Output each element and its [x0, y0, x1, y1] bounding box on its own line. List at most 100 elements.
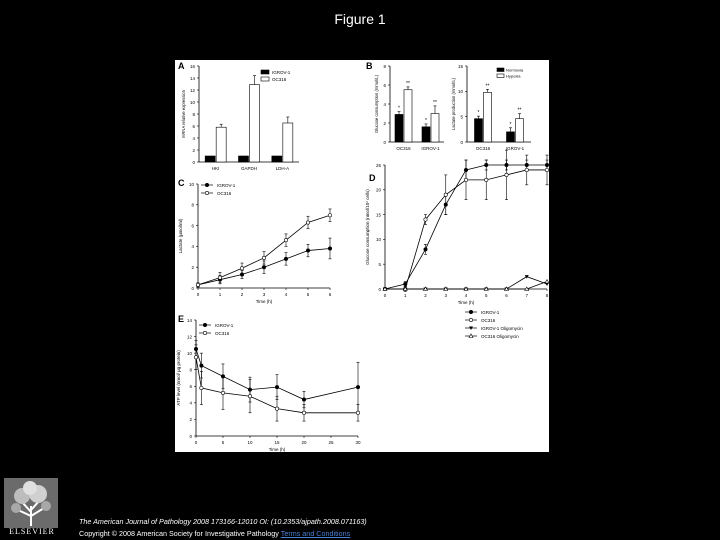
- bar: [394, 114, 404, 143]
- terms-link[interactable]: Terms and Conditions: [280, 529, 351, 538]
- category-label: IGROV-1: [506, 146, 525, 151]
- data-point: [328, 246, 333, 251]
- panel-label-a: A: [178, 61, 185, 71]
- category-label: HKI: [212, 166, 220, 171]
- y-axis-label: Lactate (µmol/ml): [178, 218, 183, 253]
- bar: [249, 84, 260, 163]
- data-point: [306, 220, 311, 225]
- y-axis-label: ATP level (nmol/ µg protein): [176, 350, 181, 406]
- y-tick-label: 2: [191, 265, 194, 270]
- panel-label-d: D: [369, 173, 376, 183]
- data-point: [423, 247, 428, 252]
- y-tick-label: 8: [192, 112, 195, 117]
- data-point: [402, 286, 408, 291]
- x-tick-label: 0: [197, 292, 200, 297]
- data-point: [382, 286, 388, 291]
- x-tick-label: 2: [241, 292, 244, 297]
- y-axis-label: mRNA relative expression: [181, 89, 186, 138]
- data-point: [240, 266, 245, 271]
- x-tick-label: 15: [274, 440, 280, 445]
- data-point: [262, 255, 267, 260]
- data-point: [463, 177, 468, 182]
- x-tick-label: 4: [465, 293, 468, 298]
- data-point: [524, 275, 529, 279]
- y-tick-label: 6: [189, 384, 192, 389]
- legend-label: OC316: [481, 318, 496, 323]
- legend-label: Normoxia: [506, 68, 524, 73]
- y-tick-label: 14: [190, 76, 196, 81]
- x-tick-label: 4: [285, 292, 288, 297]
- legend-marker: [202, 322, 207, 327]
- data-point: [275, 385, 280, 390]
- significance-mark: **: [433, 100, 437, 106]
- category-label: LDH-A: [276, 166, 290, 171]
- y-tick-label: 10: [190, 100, 196, 105]
- data-point: [199, 385, 204, 390]
- y-tick-label: 8: [383, 64, 386, 69]
- data-point: [248, 394, 253, 399]
- data-point: [544, 278, 549, 284]
- significance-mark: *: [478, 110, 480, 116]
- y-tick-label: 20: [376, 188, 382, 193]
- data-point: [483, 286, 489, 291]
- y-tick-label: 0: [378, 287, 381, 292]
- category-label: GAPDH: [241, 166, 257, 171]
- bar: [483, 92, 492, 143]
- y-axis-label: Glucose consumption (mmol/L): [374, 74, 379, 133]
- y-tick-label: 2: [192, 148, 195, 153]
- data-point: [356, 385, 361, 390]
- y-tick-label: 8: [191, 203, 194, 208]
- legend-label: OC316: [215, 331, 230, 336]
- x-tick-label: 1: [219, 292, 222, 297]
- bar: [403, 89, 413, 143]
- y-tick-label: 6: [192, 124, 195, 129]
- figure-panel: A 0 2 4 6 8 10 12 14 16 HKI GAPDH LDH-A mRNA relative…: [175, 60, 549, 452]
- legend-marker: [468, 317, 473, 322]
- data-point: [284, 238, 289, 243]
- y-tick-label: 5: [460, 114, 463, 119]
- legend-swatch: [260, 69, 270, 75]
- legend-label: IGROV-1 Oligomycin: [481, 326, 523, 331]
- data-point: [544, 167, 549, 172]
- legend-marker: [468, 310, 473, 315]
- y-tick-label: 6: [191, 223, 194, 228]
- x-tick-label: 0: [195, 440, 198, 445]
- data-point: [217, 275, 222, 280]
- y-tick-label: 0: [383, 140, 386, 145]
- data-point: [423, 217, 428, 222]
- bar: [506, 131, 515, 143]
- legend-label: IGROV-1: [272, 70, 291, 75]
- data-point: [328, 213, 333, 218]
- x-tick-label: 30: [355, 440, 361, 445]
- y-tick-label: 0: [189, 434, 192, 439]
- x-tick-label: 5: [485, 293, 488, 298]
- category-label: OC316: [476, 146, 491, 151]
- bar: [474, 118, 483, 143]
- x-tick-label: 0: [384, 293, 387, 298]
- y-tick-label: 5: [378, 262, 381, 267]
- data-point: [284, 256, 289, 261]
- bar: [271, 155, 283, 163]
- data-point: [422, 286, 429, 291]
- y-axis-label: Lactate production (mmol/L): [451, 77, 456, 130]
- copyright-line: Copyright © 2008 American Society for In…: [79, 528, 367, 540]
- legend-label: OC316: [272, 77, 287, 82]
- legend-swatch: [260, 76, 270, 82]
- x-tick-label: 20: [301, 440, 307, 445]
- x-tick-label: 1: [404, 293, 407, 298]
- category-label: IGROV-1: [421, 146, 440, 151]
- data-point: [306, 248, 311, 253]
- footer: The American Journal of Pathology 2008 1…: [79, 516, 367, 540]
- y-tick-label: 25: [376, 163, 382, 168]
- panel-label-b: B: [366, 61, 373, 71]
- y-tick-label: 2: [189, 417, 192, 422]
- citation: The American Journal of Pathology 2008 1…: [79, 517, 367, 526]
- y-tick-label: 0: [192, 160, 195, 165]
- data-point: [195, 282, 200, 287]
- significance-mark: **: [486, 83, 490, 89]
- data-point: [275, 406, 280, 411]
- x-tick-label: 5: [307, 292, 310, 297]
- legend-label: OC316 Oligomycin: [481, 334, 519, 339]
- y-tick-label: 10: [458, 89, 464, 94]
